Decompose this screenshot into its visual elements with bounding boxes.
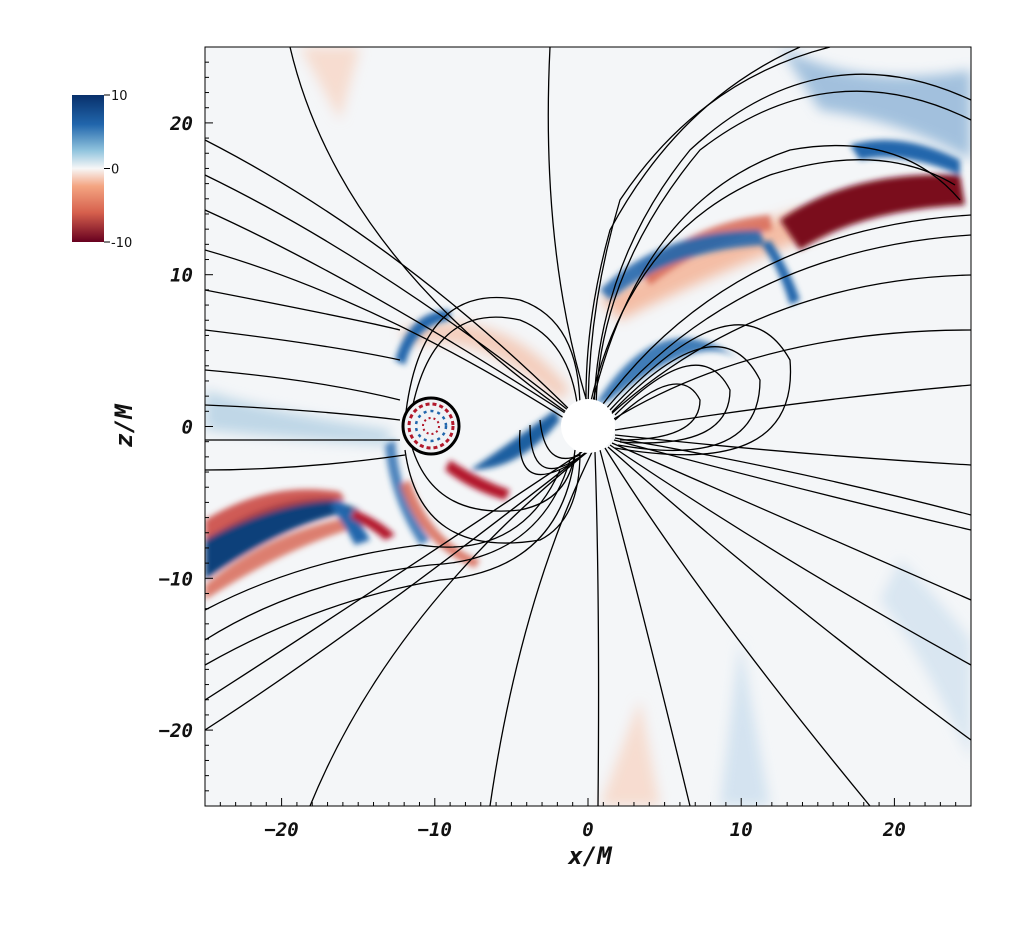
colorbar-ticks: 10 0 -10 (104, 89, 132, 251)
x-tick-label: 20 (882, 819, 906, 841)
x-tick-label: 0 (582, 819, 593, 841)
colorbar-tick-label: 0 (111, 163, 119, 178)
neutron-star (401, 396, 461, 456)
x-axis-label: x/M (567, 842, 613, 870)
y-tick-label: 0 (182, 417, 193, 439)
colorbar-tick-label: -10 (111, 236, 132, 251)
field-heatmap (205, 47, 971, 806)
y-tick-label: −10 (159, 568, 193, 590)
colorbar-gradient (72, 95, 104, 242)
colorbar-tick-label: 10 (111, 89, 128, 104)
field-lines (205, 47, 971, 806)
y-tick-label: 10 (170, 265, 193, 287)
colorbar: 10 0 -10 (72, 89, 132, 251)
x-tick-label: 10 (730, 819, 753, 841)
black-hole (561, 399, 615, 453)
y-tick-label: −20 (159, 720, 193, 742)
axes: −20 −10 0 10 20 20 10 0 −10 −20 (159, 46, 972, 841)
y-tick-label: 20 (169, 113, 193, 135)
y-axis-label: z/M (110, 403, 138, 448)
plot-area (204, 46, 972, 807)
x-tick-label: −10 (418, 819, 452, 841)
x-tick-label: −20 (264, 819, 298, 841)
